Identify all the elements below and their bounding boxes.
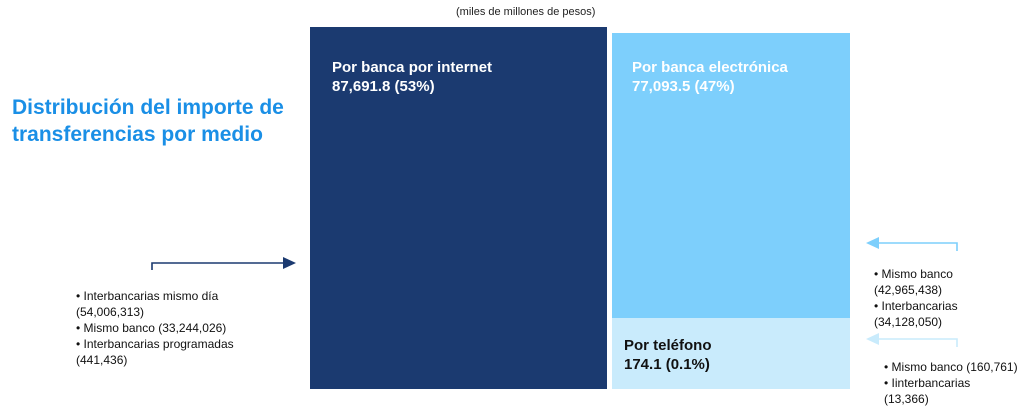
arrow-internet — [151, 257, 296, 270]
arrowhead — [866, 237, 879, 249]
treemap-block-internet: Por banca por internet 87,691.8 (53%) — [310, 27, 607, 389]
breakdown-telefono: • Mismo banco (160,761) • Iinterbancaria… — [884, 359, 1024, 407]
arrow-line — [878, 242, 958, 251]
breakdown-line: • Interbancarias mismo día — [76, 289, 219, 303]
breakdown-line: • Mismo banco (33,244,026) — [76, 321, 227, 335]
block-label-electronica: Por banca electrónica 77,093.5 (47%) — [632, 58, 812, 96]
block-value-telefono: 174.1 (0.1%) — [624, 356, 710, 373]
arrow-line — [878, 338, 958, 347]
breakdown-line: • Mismo banco — [874, 267, 953, 281]
breakdown-line: • Mismo banco (160,761) — [884, 360, 1018, 374]
block-label-telefono: Por teléfono 174.1 (0.1%) — [624, 336, 824, 374]
breakdown-line: • Iinterbancarias — [884, 376, 971, 390]
breakdown-line: • Interbancarias — [874, 299, 958, 313]
block-name-telefono: Por teléfono — [624, 337, 712, 354]
breakdown-electronica: • Mismo banco (42,965,438) • Interbancar… — [874, 266, 1024, 330]
arrowhead — [283, 257, 296, 269]
arrowhead — [866, 333, 879, 345]
block-name-internet: Por banca por internet — [332, 59, 493, 76]
breakdown-internet: • Interbancarias mismo día (54,006,313) … — [76, 288, 306, 368]
arrow-electronica — [866, 237, 958, 251]
breakdown-line: (441,436) — [76, 353, 128, 367]
block-value-electronica: 77,093.5 (47%) — [632, 78, 735, 95]
treemap-block-telefono: Por teléfono 174.1 (0.1%) — [612, 318, 850, 389]
block-label-internet: Por banca por internet 87,691.8 (53%) — [332, 58, 532, 96]
block-name-electronica: Por banca electrónica — [632, 59, 788, 76]
arrow-telefono — [866, 333, 958, 347]
chart-title: Distribución del importe de transferenci… — [12, 96, 284, 146]
arrow-line — [151, 262, 285, 270]
breakdown-line: (13,366) — [884, 392, 929, 406]
breakdown-line: (34,128,050) — [874, 315, 943, 329]
block-value-internet: 87,691.8 (53%) — [332, 78, 435, 95]
breakdown-line: • Interbancarias programadas — [76, 337, 234, 351]
breakdown-line: (54,006,313) — [76, 305, 145, 319]
breakdown-line: (42,965,438) — [874, 283, 943, 297]
chart-subtitle: (miles de millones de pesos) — [456, 6, 596, 18]
treemap-block-electronica: Por banca electrónica 77,093.5 (47%) — [612, 33, 850, 318]
